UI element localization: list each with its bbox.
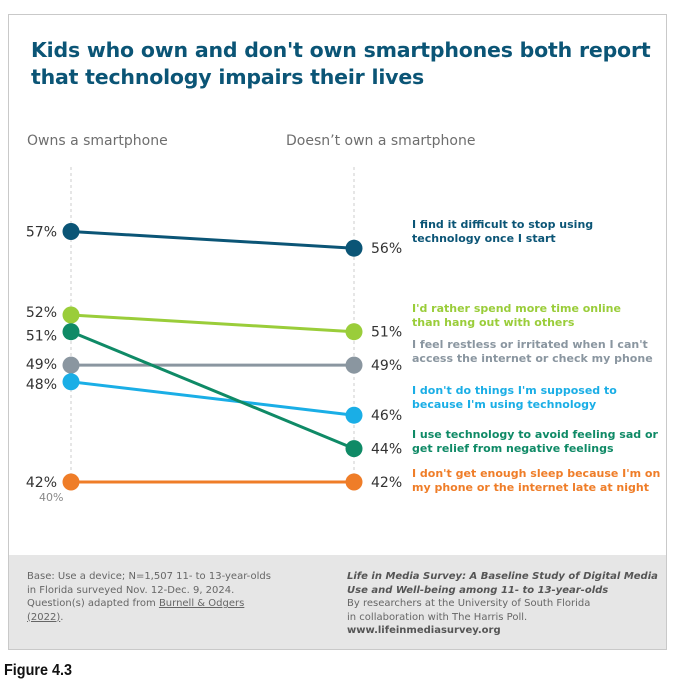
footer-base-note: Base: Use a device; N=1,507 11- to 13-ye… — [27, 570, 292, 624]
source-website-link[interactable]: www.lifeinmediasurvey.org — [347, 625, 501, 636]
data-label-owns: 52% — [26, 305, 57, 321]
series-line — [70, 230, 355, 250]
data-point-owns — [62, 306, 80, 324]
source-title: Life in Media Survey: A Baseline Study o… — [347, 571, 658, 596]
series-description-line: access the internet or check my phone — [412, 352, 653, 365]
data-label-owns: 57% — [26, 225, 57, 241]
data-point-owns — [62, 473, 80, 491]
data-point-owns — [62, 223, 80, 240]
series-line — [70, 313, 355, 334]
data-label-owns: 49% — [26, 357, 57, 373]
data-label-doesnt-own: 49% — [371, 358, 402, 374]
footer-base-line: Question(s) adapted from — [27, 598, 156, 609]
source-line: in collaboration with The Harris Poll. — [347, 611, 528, 623]
data-label-owns: 42% — [26, 475, 57, 491]
series-description-line: I feel restless or irritated when I can'… — [412, 338, 648, 351]
citation-period: . — [60, 611, 64, 623]
data-point-doesnt-own — [345, 239, 363, 257]
figure-card: Kids who own and don't own smartphones b… — [8, 14, 667, 650]
series-description-line: my phone or the internet late at night — [412, 481, 649, 494]
data-point-doesnt-own — [345, 473, 363, 491]
data-point-owns — [62, 356, 80, 374]
series-description: I use technology to avoid feeling sad or… — [412, 428, 659, 455]
series-description: I feel restless or irritated when I can'… — [412, 338, 653, 365]
data-label-owns: 48% — [26, 377, 57, 393]
footer-panel: Base: Use a device; N=1,507 11- to 13-ye… — [9, 555, 666, 649]
footer-source: Life in Media Survey: A Baseline Study o… — [347, 570, 662, 638]
column-header-doesnt-own: Doesn’t own a smartphone — [286, 133, 475, 149]
data-label-doesnt-own: 44% — [371, 442, 402, 458]
data-point-owns — [62, 373, 80, 391]
series-description-line: I find it difficult to stop using — [412, 218, 593, 231]
series-line — [70, 330, 355, 450]
data-label-doesnt-own: 56% — [371, 241, 402, 257]
series-description: I'd rather spend more time online than ha… — [412, 302, 621, 329]
series-description: I don't get enough sleep because I'm on m… — [412, 467, 660, 494]
slope-chart: Owns a smartphone Doesn’t own a smartphon… — [26, 133, 660, 504]
series-description-line: I don't get enough sleep because I'm on — [412, 467, 660, 480]
data-label-doesnt-own: 42% — [371, 475, 402, 491]
series-description: I don't do things I'm supposed to because… — [412, 384, 617, 411]
series-description-line: technology once I start — [412, 232, 556, 245]
axis-min-label: 40% — [39, 491, 63, 504]
chart-title: Kids who own and don't own smartphones b… — [31, 38, 651, 89]
series-description-line: than hang out with others — [412, 316, 575, 329]
data-label-doesnt-own: 46% — [371, 408, 402, 424]
series-description-line: I'd rather spend more time online — [412, 302, 621, 315]
data-point-owns — [62, 323, 80, 341]
figure-label: Figure 4.3 — [4, 662, 73, 679]
data-point-doesnt-own — [345, 323, 363, 341]
data-point-doesnt-own — [345, 356, 363, 374]
data-point-doesnt-own — [345, 440, 363, 458]
series-description-line: I use technology to avoid feeling sad or — [412, 428, 659, 441]
series-description-line: I don't do things I'm supposed to — [412, 384, 617, 397]
series-line — [70, 380, 355, 417]
footer-base-line: in Florida surveyed Nov. 12-Dec. 9, 2024… — [27, 584, 235, 596]
citation-year-link[interactable]: (2022) — [27, 611, 61, 623]
column-header-owns: Owns a smartphone — [27, 133, 168, 149]
data-label-doesnt-own: 51% — [371, 325, 402, 341]
series-description-line: get relief from negative feelings — [412, 442, 614, 455]
source-line: By researchers at the University of Sout… — [347, 598, 591, 609]
footer-base-line: Base: Use a device; N=1,507 11- to 13-ye… — [27, 571, 271, 582]
series-description: I find it difficult to stop using technol… — [412, 218, 593, 245]
data-label-owns: 51% — [26, 329, 57, 345]
data-point-doesnt-own — [345, 406, 363, 424]
series-description-line: because I'm using technology — [412, 398, 596, 411]
citation-link[interactable]: Burnell & Odgers — [158, 598, 245, 609]
